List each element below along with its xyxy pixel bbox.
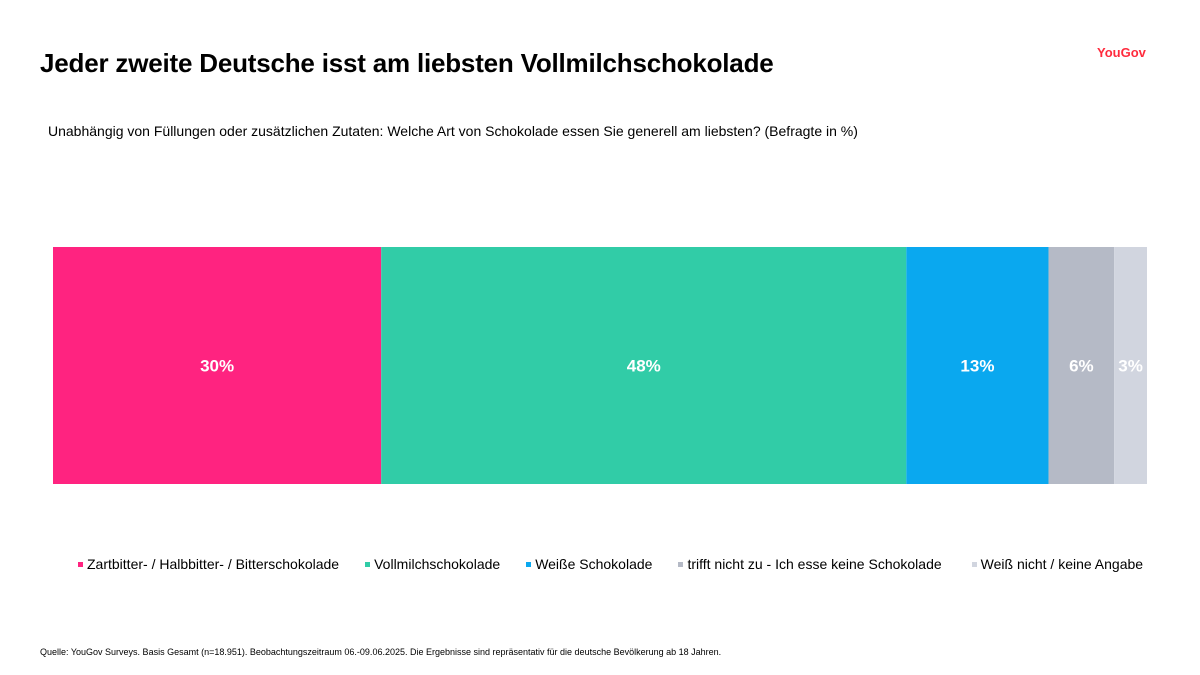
data-label-2: 48% — [627, 357, 661, 376]
data-label-5: 3% — [1118, 357, 1143, 376]
legend-label: Weiße Schokolade — [535, 556, 653, 572]
legend-label: trifft nicht zu - Ich esse keine Schokol… — [687, 556, 942, 572]
chart-title: Jeder zweite Deutsche isst am liebsten V… — [40, 48, 774, 78]
bar-segment-5 — [1114, 247, 1147, 484]
legend-item-5: Weiß nicht / keine Angabe — [971, 556, 1144, 572]
legend-item-1: Zartbitter- / Halbbitter- / Bitterschoko… — [78, 556, 339, 572]
bar-segment-1 — [53, 247, 382, 484]
source-note: Quelle: YouGov Surveys. Basis Gesamt (n=… — [40, 647, 722, 657]
chart-subtitle: Unabhängig von Füllungen oder zusätzlich… — [48, 123, 858, 139]
legend-swatch — [971, 561, 977, 567]
legend-swatch — [365, 561, 371, 567]
data-label-4: 6% — [1069, 357, 1094, 376]
legend-label: Zartbitter- / Halbbitter- / Bitterschoko… — [87, 556, 340, 572]
legend-label: Vollmilchschokolade — [374, 556, 501, 572]
legend-item-3: Weiße Schokolade — [526, 556, 652, 572]
bar-segment-4 — [1048, 247, 1115, 484]
chart-legend: Zartbitter- / Halbbitter- / Bitterschoko… — [78, 555, 1143, 573]
bar-segment-2 — [381, 247, 907, 484]
data-label-1: 30% — [200, 357, 234, 376]
legend-swatch — [526, 561, 532, 567]
legend-label: Weiß nicht / keine Angabe — [980, 556, 1144, 572]
bar-segment-3 — [906, 247, 1049, 484]
data-label-3: 13% — [960, 357, 994, 376]
legend-swatch — [678, 561, 684, 567]
legend-item-2: Vollmilchschokolade — [365, 556, 500, 572]
yougov-logo: YouGov — [1097, 45, 1146, 60]
legend-swatch — [78, 561, 83, 567]
legend-item-4: trifft nicht zu - Ich esse keine Schokol… — [678, 556, 942, 572]
